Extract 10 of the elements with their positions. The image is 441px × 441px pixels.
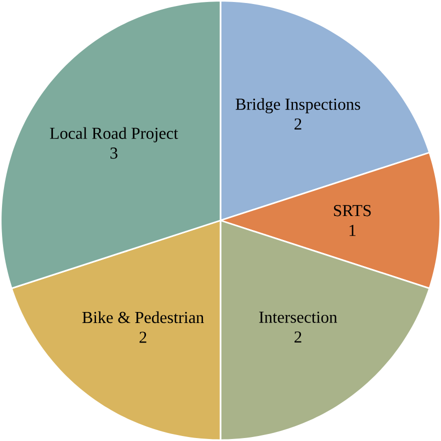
- data-label: 2: [294, 118, 302, 130]
- slice-label: Bridge Inspections: [236, 98, 360, 114]
- slice-label: SRTS: [334, 205, 371, 216]
- data-label: 2: [140, 332, 146, 343]
- slice-label: Intersection: [259, 312, 338, 323]
- slice-label: Bike & Pedestrian: [82, 311, 204, 324]
- data-label: 3: [110, 148, 118, 159]
- data-label: 1: [350, 224, 356, 236]
- slice-label: Local Road Project: [50, 127, 178, 142]
- data-label: 2: [294, 332, 302, 343]
